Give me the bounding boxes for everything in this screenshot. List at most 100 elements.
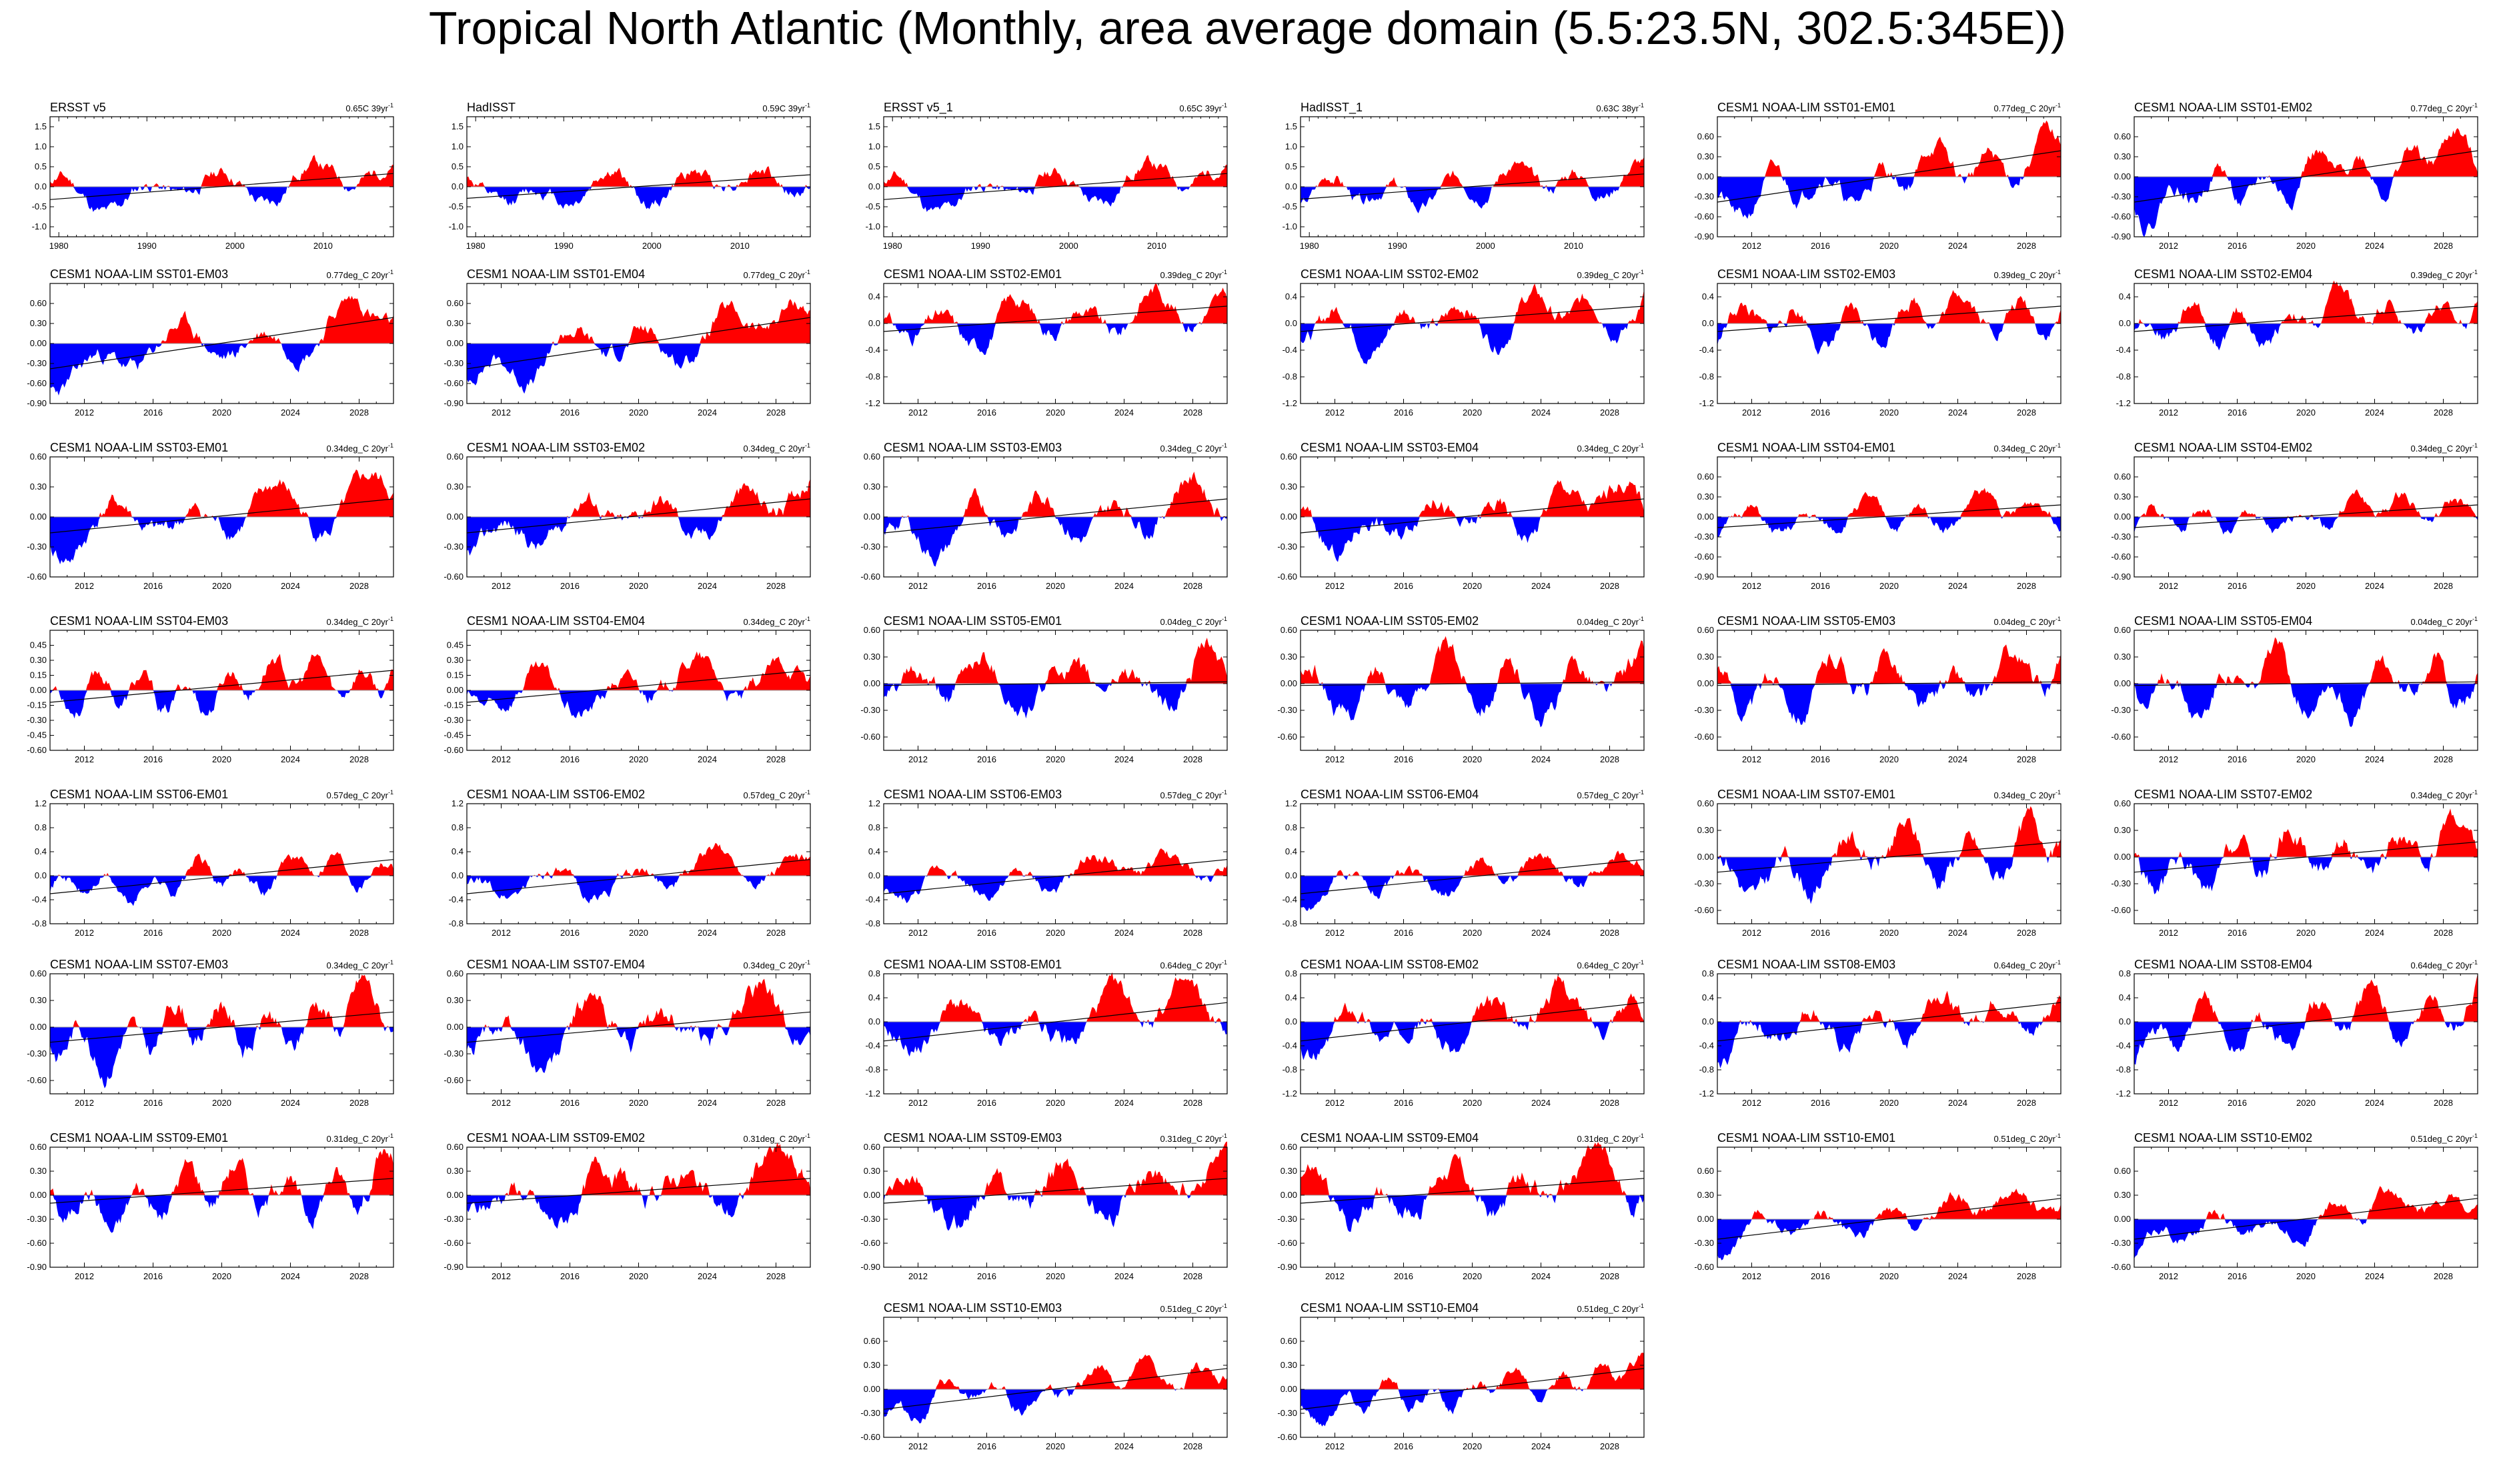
x-tick-label: 2028 [2017,754,2036,764]
y-tick-label: -0.30 [1694,878,1714,888]
y-tick-label: 1.5 [35,121,47,131]
positive-anomaly-area [2134,637,2478,684]
y-tick-label: -0.90 [1694,231,1714,241]
x-tick-label: 1980 [1300,241,1319,251]
y-tick-label: 0.30 [30,995,47,1005]
trend-label: 0.64deg_C 20yr-1 [1160,959,1227,970]
x-tick-label: 2016 [2228,408,2247,418]
plot-frame [2134,283,2478,404]
panel-title: CESM1 NOAA-LIM SST04-EM01 [1717,441,1895,454]
y-tick-label: -0.90 [27,1262,47,1272]
panel-title: CESM1 NOAA-LIM SST09-EM01 [50,1131,228,1145]
x-tick-label: 2028 [766,754,786,764]
x-tick-label: 2016 [1394,754,1413,764]
trend-label: 0.64deg_C 20yr-1 [2410,959,2478,970]
x-tick-label: 1980 [466,241,486,251]
negative-anomaly-area [1301,684,1644,728]
y-tick-label: 0.60 [447,1142,464,1152]
x-tick-label: 2012 [2159,754,2178,764]
plot-frame [1300,973,1645,1094]
negative-anomaly-area [1301,187,1644,213]
trend-superscript: -1 [2055,269,2061,275]
y-tick-label: -0.60 [444,378,464,388]
x-tick-label: 2024 [1531,928,1551,938]
negative-anomaly-area [467,690,810,718]
y-tick-label: 0.5 [452,161,464,171]
trend-label: 0.04deg_C 20yr-1 [1160,616,1227,627]
chart-panel: CESM1 NOAA-LIM SST01-EM01 0.77deg_C 20yr-… [1677,98,2075,283]
x-tick-label: 2020 [2296,581,2316,591]
trend-superscript: -1 [2055,1133,2061,1139]
y-tick-label: 0.0 [1285,318,1297,328]
chart-panel: CESM1 NOAA-LIM SST05-EM04 0.04deg_C 20yr-… [2094,612,2492,796]
x-tick-label: 2016 [143,754,163,764]
trend-label: 0.31deg_C 20yr-1 [743,1133,810,1144]
panel-title: CESM1 NOAA-LIM SST02-EM04 [2134,267,2312,281]
negative-anomaly-area [1717,517,2061,538]
y-tick-label: -0.8 [2116,1064,2131,1074]
positive-anomaly-area [467,166,810,187]
trend-label: 0.64deg_C 20yr-1 [1577,959,1644,970]
y-tick-label: -0.4 [866,1040,880,1050]
x-tick-label: 2024 [698,1271,717,1281]
y-tick-label: -0.45 [27,730,47,740]
x-tick-label: 2028 [349,408,369,418]
positive-anomaly-area [50,852,393,876]
y-tick-label: 0.60 [864,452,880,462]
y-tick-label: 1.2 [452,798,464,808]
x-tick-label: 2012 [1325,1441,1345,1451]
x-tick-label: 2028 [2434,581,2453,591]
trend-superscript: -1 [1222,959,1227,966]
trend-label: 0.34deg_C 20yr-1 [1993,789,2061,800]
x-tick-label: 2012 [492,928,511,938]
x-tick-label: 2028 [1183,1098,1202,1108]
trend-line [2134,681,2478,686]
x-tick-label: 2024 [2365,581,2384,591]
x-tick-label: 2028 [2017,408,2036,418]
chart-svg: CESM1 NOAA-LIM SST05-EM02 0.04deg_C 20yr-… [1277,614,1645,764]
trend-superscript: -1 [1222,1133,1227,1139]
trend-line [49,670,394,703]
y-tick-label: 0.0 [868,1016,880,1026]
y-tick-label: -0.60 [444,1238,464,1248]
x-tick-label: 2012 [1325,928,1345,938]
panel-title: CESM1 NOAA-LIM SST01-EM01 [1717,101,1895,114]
x-tick-label: 2012 [1325,754,1345,764]
chart-svg: CESM1 NOAA-LIM SST06-EM04 0.57deg_C 20yr-… [1283,788,1645,938]
y-tick-label: -0.60 [27,378,47,388]
chart-panel: CESM1 NOAA-LIM SST04-EM01 0.34deg_C 20yr-… [1677,438,2075,623]
trend-superscript: -1 [1222,442,1227,449]
negative-anomaly-area [2134,684,2478,728]
x-tick-label: 2016 [1394,581,1413,591]
y-tick-label: -0.90 [444,398,464,408]
trend-label: 0.63C 38yr-1 [1596,102,1644,113]
x-tick-label: 2012 [492,1098,511,1108]
y-tick-label: -0.30 [2111,191,2131,201]
trend-line [466,1178,811,1204]
x-tick-label: 2028 [2434,1271,2453,1281]
negative-anomaly-area [467,1027,810,1073]
x-tick-label: 2020 [2296,408,2316,418]
x-tick-label: 2024 [1948,408,1967,418]
positive-anomaly-area [1301,283,1644,323]
trend-label: 0.64deg_C 20yr-1 [1993,959,2061,970]
y-tick-label: 0.00 [2114,678,2131,688]
negative-anomaly-area [50,1027,393,1088]
x-tick-label: 2028 [1183,581,1202,591]
y-tick-label: -0.60 [444,745,464,755]
positive-anomaly-area [884,638,1227,684]
x-tick-label: 2028 [2017,928,2036,938]
trend-line [1717,150,2061,203]
positive-anomaly-area [884,1354,1227,1389]
positive-anomaly-area [1717,1189,2061,1219]
negative-anomaly-area [1301,1022,1644,1060]
trend-label: 0.57deg_C 20yr-1 [326,789,393,800]
x-tick-label: 2016 [143,1271,163,1281]
x-tick-label: 2024 [698,754,717,764]
trend-line [1300,498,1645,534]
y-tick-label: 0.00 [447,338,464,348]
positive-anomaly-area [50,469,393,517]
y-tick-label: -1.2 [866,1088,880,1098]
positive-anomaly-area [467,842,810,876]
y-tick-label: -0.5 [32,201,47,211]
